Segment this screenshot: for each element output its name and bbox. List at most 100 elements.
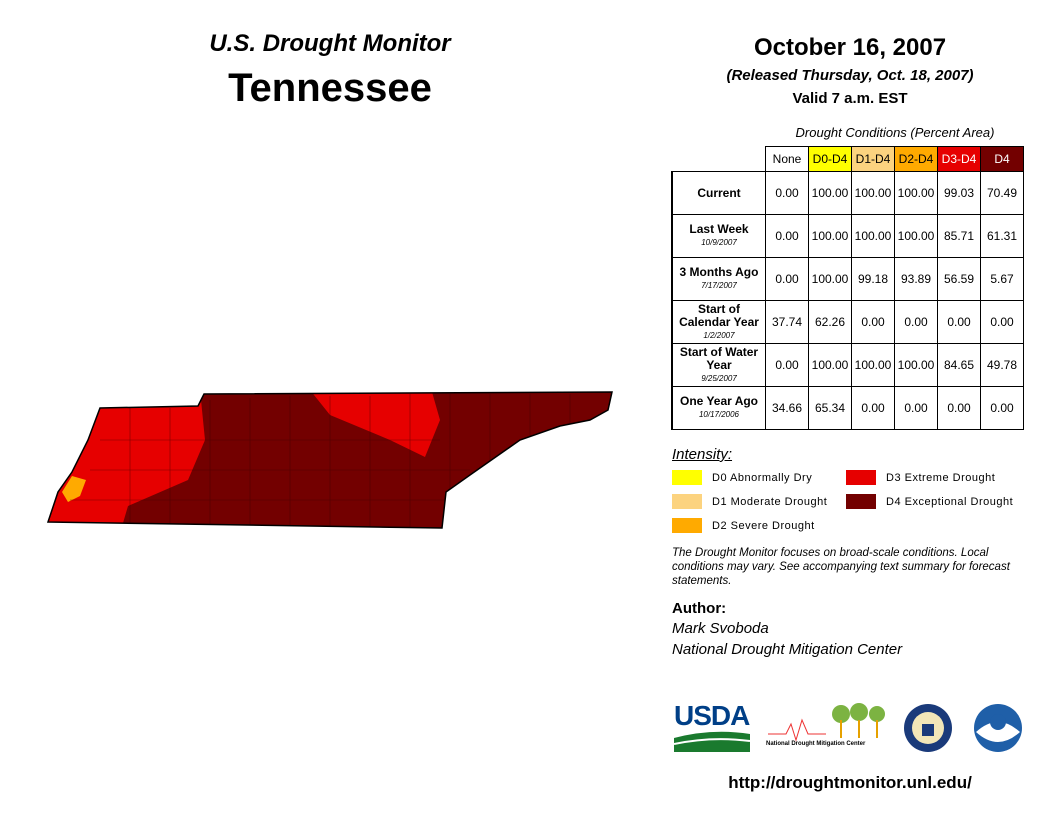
cell: 100.00 <box>894 214 938 258</box>
cell: 0.00 <box>980 386 1024 430</box>
row-date: 10/9/2007 <box>701 238 737 247</box>
legend-swatch <box>846 494 876 509</box>
cell: 49.78 <box>980 343 1024 387</box>
cell: 0.00 <box>851 300 895 344</box>
table-caption: Drought Conditions (Percent Area) <box>795 125 995 140</box>
legend-label: D1 Moderate Drought <box>712 496 828 508</box>
cell: 99.03 <box>937 171 981 215</box>
row-label: Last Week 10/9/2007 <box>671 214 766 258</box>
author-title: Author: <box>672 600 727 617</box>
column-header: D3-D4 <box>937 146 981 172</box>
cell: 100.00 <box>808 257 852 301</box>
state-title: Tennessee <box>228 66 432 110</box>
row-label: One Year Ago 10/17/2006 <box>671 386 766 430</box>
table-row: Start of Water Year 9/25/2007 0.00 100.00 10… <box>671 343 1024 387</box>
table-row: Current 0.00 100.00 100.00 100.00 99.03 70.49 <box>671 171 1024 215</box>
legend-swatch <box>672 494 702 509</box>
cell: 5.67 <box>980 257 1024 301</box>
cell: 100.00 <box>894 171 938 215</box>
column-header: D1-D4 <box>851 146 895 172</box>
cell: 61.31 <box>980 214 1024 258</box>
cell: 0.00 <box>937 300 981 344</box>
map <box>46 391 613 529</box>
cell: 0.00 <box>851 386 895 430</box>
row-label: Start of Water Year 9/25/2007 <box>671 343 766 387</box>
usda-logo: USDA <box>674 700 750 731</box>
note: The Drought Monitor focuses on broad-sca… <box>672 547 1010 587</box>
legend-swatch <box>846 470 876 485</box>
ndmc-logo-text: National Drought Mitigation Center <box>766 741 866 747</box>
cell: 37.74 <box>765 300 809 344</box>
cell: 0.00 <box>765 171 809 215</box>
column-header: D4 <box>980 146 1024 172</box>
legend-swatch <box>672 518 702 533</box>
author-org: National Drought Mitigation Center <box>672 641 903 658</box>
cell: 93.89 <box>894 257 938 301</box>
cell: 0.00 <box>980 300 1024 344</box>
column-header: D0-D4 <box>808 146 852 172</box>
cell: 0.00 <box>937 386 981 430</box>
state-outline <box>46 391 613 529</box>
row-label: 3 Months Ago 7/17/2007 <box>671 257 766 301</box>
d2-area <box>62 476 86 502</box>
cell: 85.71 <box>937 214 981 258</box>
cell: 34.66 <box>765 386 809 430</box>
legend-title: Intensity: <box>672 446 733 463</box>
legend-label: D4 Exceptional Drought <box>886 496 1014 508</box>
county-lines <box>70 394 571 528</box>
cell: 0.00 <box>765 343 809 387</box>
row-date: 9/25/2007 <box>701 373 737 383</box>
cell: 62.26 <box>808 300 852 344</box>
release-date: (Released Thursday, Oct. 18, 2007) <box>726 67 974 84</box>
cell: 0.00 <box>765 257 809 301</box>
noaa-logo <box>974 704 1022 752</box>
legend-label: D3 Extreme Drought <box>886 472 996 484</box>
cell: 99.18 <box>851 257 895 301</box>
legend-label: D0 Abnormally Dry <box>712 472 813 484</box>
cell: 100.00 <box>808 214 852 258</box>
table-row: One Year Ago 10/17/2006 34.66 65.34 0.00 0.00… <box>671 386 1024 430</box>
url[interactable]: http://droughtmonitor.unl.edu/ <box>728 773 972 792</box>
row-label-text: Start of Water Year <box>679 344 759 372</box>
date: October 16, 2007 <box>753 34 947 61</box>
table-row: Last Week 10/9/2007 0.00 100.00 100.00 100.00… <box>671 214 1024 258</box>
cell: 84.65 <box>937 343 981 387</box>
legend-swatch <box>672 470 702 485</box>
cell: 100.00 <box>851 343 895 387</box>
row-label-text: One Year Ago <box>679 394 759 408</box>
cell: 0.00 <box>894 386 938 430</box>
row-date: 7/17/2007 <box>701 281 737 290</box>
row-label: Current <box>671 171 766 215</box>
usda-logo-field <box>674 731 750 752</box>
cell: 100.00 <box>808 343 852 387</box>
ndmc-logo <box>768 703 885 742</box>
row-date: 10/17/2006 <box>698 410 740 419</box>
cell: 0.00 <box>894 300 938 344</box>
row-label-text: Last Week <box>689 222 749 236</box>
program-title: U.S. Drought Monitor <box>209 30 451 57</box>
row-label-text: Start of Calendar Year <box>679 301 759 329</box>
author-name: Mark Svoboda <box>672 620 769 637</box>
valid-time: Valid 7 a.m. EST <box>792 90 908 107</box>
column-header: D2-D4 <box>894 146 938 172</box>
row-label-text: 3 Months Ago <box>679 265 759 279</box>
table-row: Start of Calendar Year 1/2/2007 37.74 62.26… <box>671 300 1024 344</box>
cell: 100.00 <box>894 343 938 387</box>
cell: 100.00 <box>851 171 895 215</box>
doc-seal <box>904 704 952 752</box>
conditions-table: None D0-D4 D1-D4 D2-D4 D3-D4 D4 Current 0.00 100… <box>671 146 1024 430</box>
row-label-text: Current <box>697 185 741 200</box>
corner <box>672 147 766 172</box>
cell: 100.00 <box>851 214 895 258</box>
cell: 70.49 <box>980 171 1024 215</box>
cell: 0.00 <box>765 214 809 258</box>
cell: 65.34 <box>808 386 852 430</box>
column-header: None <box>765 146 809 172</box>
header-row: None D0-D4 D1-D4 D2-D4 D3-D4 D4 <box>672 146 1024 172</box>
legend-label: D2 Severe Drought <box>712 520 815 532</box>
row-date: 1/2/2007 <box>703 330 735 340</box>
table-row: 3 Months Ago 7/17/2007 0.00 100.00 99.18 93.8… <box>671 257 1024 301</box>
cell: 100.00 <box>808 171 852 215</box>
row-label: Start of Calendar Year 1/2/2007 <box>671 300 766 344</box>
